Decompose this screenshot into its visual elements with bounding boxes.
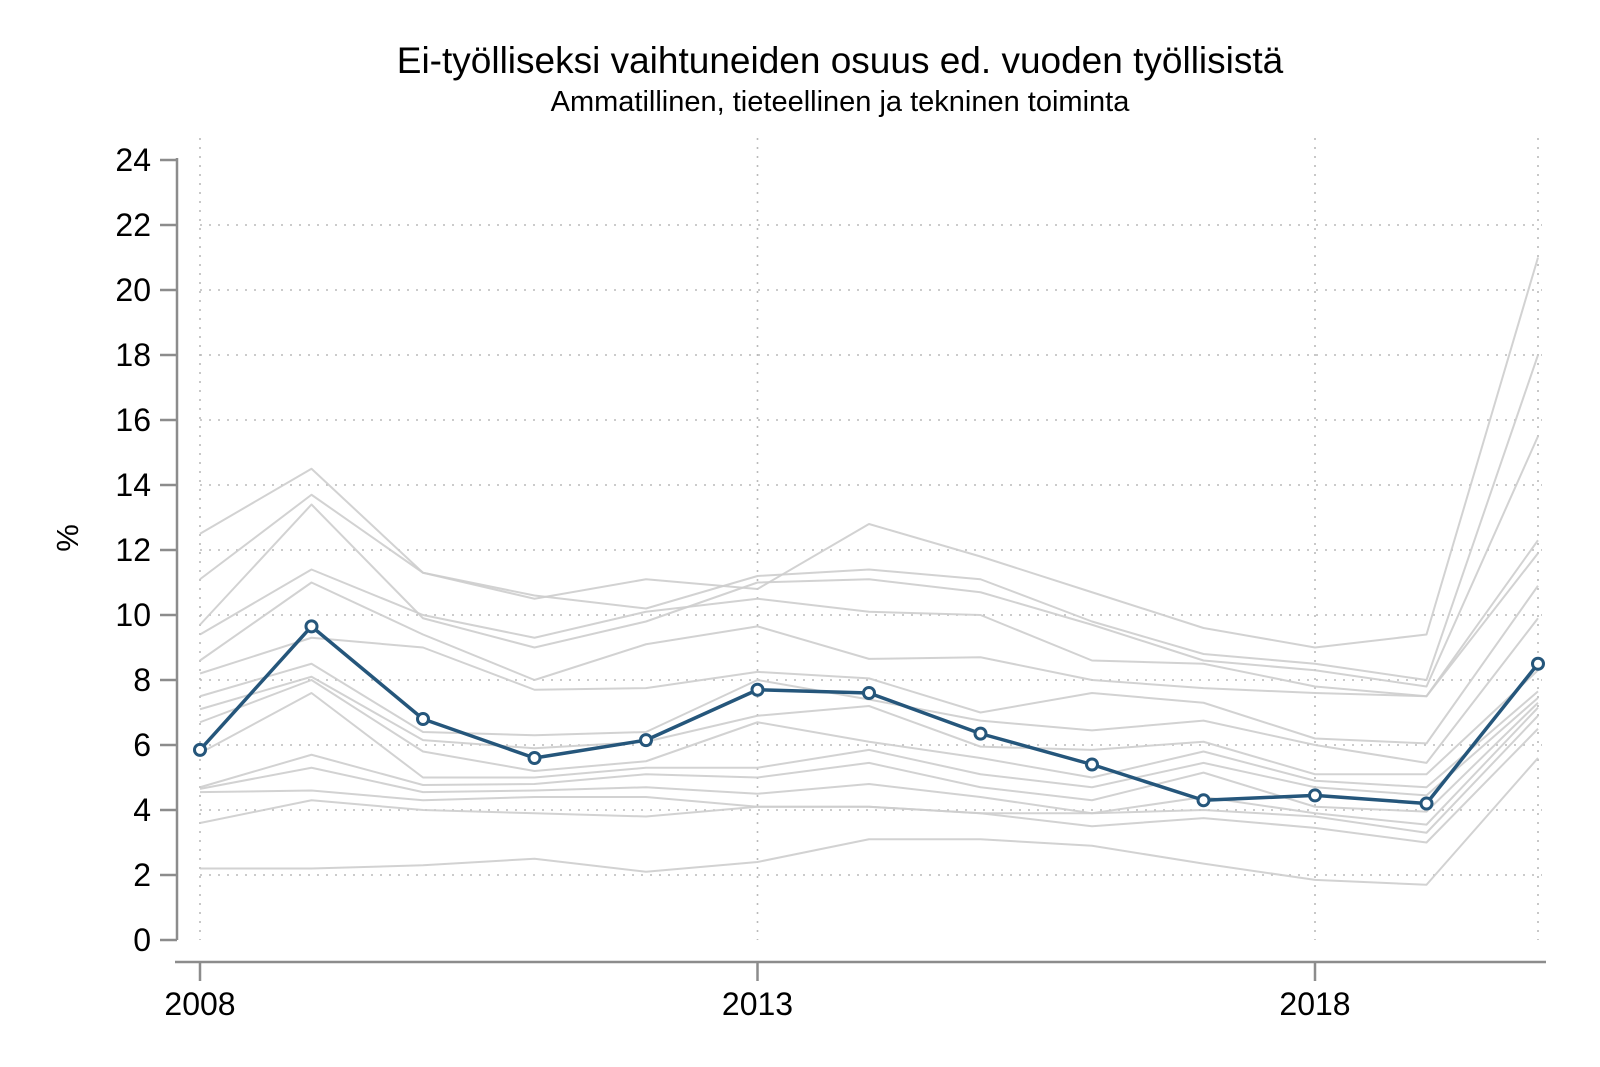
background-series-line	[199, 435, 1539, 688]
background-series-line	[199, 257, 1539, 649]
main-series-marker	[973, 726, 988, 741]
background-series-line	[199, 706, 1539, 826]
background-series-line	[200, 757, 1539, 886]
main-series-marker	[750, 682, 765, 697]
background-series-line	[199, 692, 1539, 797]
background-series-line	[199, 669, 1539, 776]
main-series-marker	[1085, 757, 1099, 772]
main-series-marker	[1308, 788, 1322, 803]
y-tick-label: 20	[115, 272, 151, 308]
background-series-line	[199, 728, 1539, 844]
y-tick-label: 22	[115, 207, 151, 243]
background-series-line	[199, 679, 1539, 789]
y-tick-label: 16	[115, 402, 151, 438]
chart-title: Ei-työlliseksi vaihtuneiden osuus ed. vu…	[396, 40, 1284, 81]
x-tick-label: 2018	[1279, 986, 1350, 1022]
main-series-marker	[416, 712, 430, 726]
y-tick-label: 8	[133, 662, 151, 698]
y-tick-label: 10	[115, 597, 151, 633]
x-tick-label: 2008	[164, 986, 235, 1022]
y-tick-label: 6	[133, 727, 151, 763]
x-tick-label: 2013	[722, 986, 793, 1022]
y-tick-label: 4	[133, 792, 151, 828]
main-series-marker	[193, 742, 207, 757]
background-series-line	[199, 354, 1539, 681]
main-series-marker	[1531, 656, 1545, 671]
main-series-marker	[527, 751, 542, 765]
y-tick-label: 2	[133, 857, 151, 893]
main-series-marker	[639, 733, 653, 748]
y-tick-label: 0	[133, 922, 151, 958]
chart-subtitle: Ammatillinen, tieteellinen ja tekninen t…	[550, 86, 1130, 118]
main-series-marker	[304, 619, 319, 634]
background-series-line	[199, 585, 1539, 745]
background-series-line	[199, 702, 1539, 813]
background-series-line	[199, 539, 1539, 698]
main-series-marker	[862, 686, 876, 700]
y-tick-label: 12	[115, 532, 151, 568]
y-tick-label: 24	[115, 142, 151, 178]
y-tick-label: 18	[115, 337, 151, 373]
background-series-line	[199, 552, 1539, 698]
main-series-marker	[1419, 796, 1434, 811]
main-series-marker	[1196, 793, 1211, 808]
main-series-line	[198, 624, 1540, 806]
y-tick-label: 14	[115, 467, 151, 503]
